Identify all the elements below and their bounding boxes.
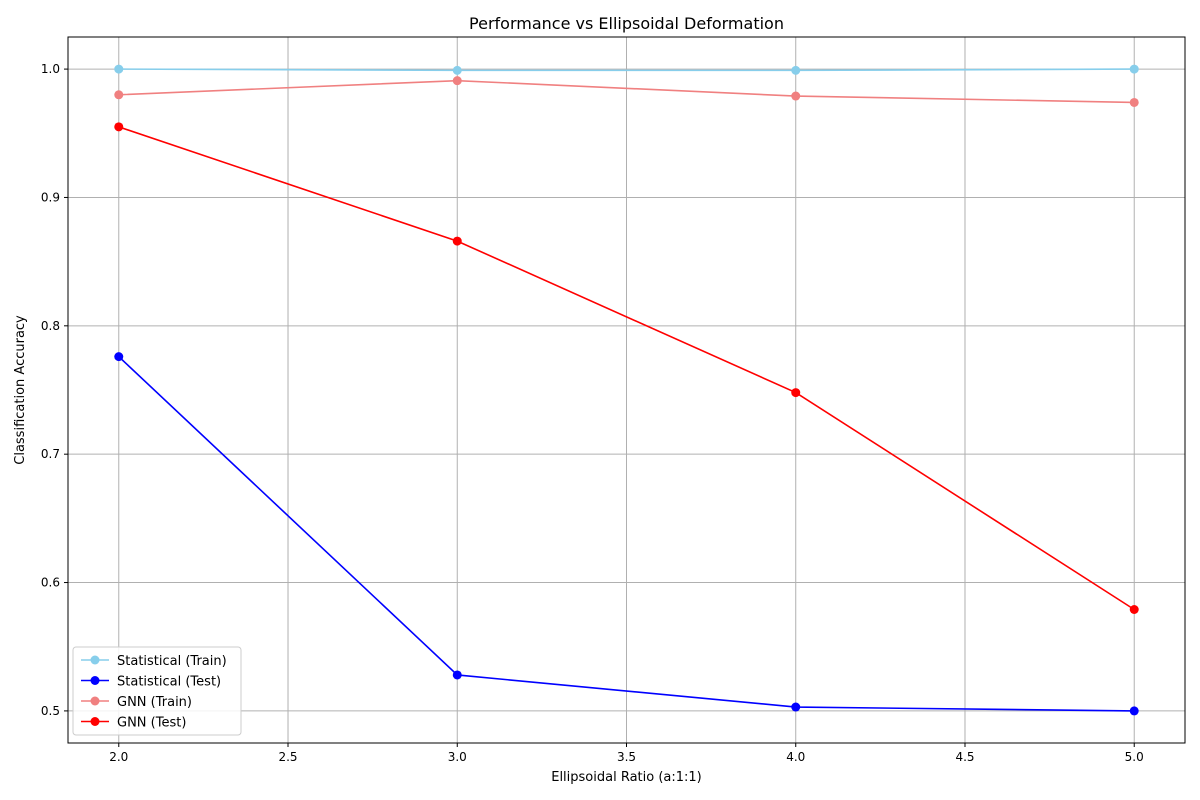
x-tick-label: 2.0 [109, 750, 128, 764]
legend-item: Statistical (Train) [81, 654, 227, 669]
x-tick-label: 3.5 [617, 750, 636, 764]
data-point [1129, 64, 1139, 74]
legend-label: Statistical (Train) [117, 654, 227, 669]
data-point [791, 702, 801, 712]
x-tick-label: 4.0 [786, 750, 805, 764]
grid-lines [68, 37, 1185, 743]
series-3 [114, 122, 1139, 615]
x-axis-label: Ellipsoidal Ratio (a:1:1) [551, 770, 702, 785]
legend-box [72, 646, 242, 736]
x-tick-label: 5.0 [1125, 750, 1144, 764]
y-tick-label: 1.0 [41, 62, 60, 76]
series-line [118, 79, 1135, 104]
legend-marker [90, 717, 100, 726]
legend: Statistical (Train) Statistical (Test) GNN… [72, 646, 242, 736]
data-point [114, 90, 124, 100]
legend-label: Statistical (Test) [117, 675, 221, 690]
data-point [791, 388, 801, 398]
data-point [114, 122, 124, 132]
series-0 [114, 64, 1139, 75]
x-tick-label: 2.5 [278, 750, 297, 764]
y-tick-label: 0.9 [41, 190, 60, 204]
data-point [452, 76, 462, 86]
y-axis-label: Classification Accuracy [13, 315, 28, 465]
legend-marker [90, 676, 100, 685]
legend-label: GNN (Test) [117, 716, 186, 731]
series-layer [114, 64, 1139, 716]
data-point [114, 64, 124, 74]
y-tick-label: 0.6 [41, 576, 60, 590]
legend-marker [90, 655, 100, 665]
data-point [114, 352, 124, 362]
series-1 [114, 352, 1139, 716]
data-point [452, 65, 462, 75]
data-point [791, 91, 801, 101]
series-line [118, 68, 1135, 72]
series-2 [114, 76, 1139, 107]
y-tick-label: 0.8 [41, 319, 60, 333]
data-point [1129, 97, 1139, 107]
legend-label: GNN (Train) [117, 695, 192, 710]
y-tick-label: 0.7 [41, 447, 60, 461]
legend-item: GNN (Test) [81, 716, 186, 731]
tick-layer: 2.0 2.5 3.0 3.5 4.0 4.5 5.0 0.5 0.6 0.7 0.8 0.9 1.0 [41, 62, 1144, 764]
data-point [452, 236, 462, 246]
legend-item: GNN (Train) [81, 695, 192, 710]
data-point [791, 65, 801, 75]
legend-marker [90, 696, 100, 706]
y-tick-label: 0.5 [41, 704, 60, 718]
data-point [1129, 706, 1139, 716]
legend-item: Statistical (Test) [81, 675, 221, 690]
x-tick-label: 4.5 [955, 750, 974, 764]
data-point [452, 670, 462, 680]
series-line [118, 356, 1135, 712]
x-tick-label: 3.0 [448, 750, 467, 764]
data-point [1129, 605, 1139, 615]
chart-title: Performance vs Ellipsoidal Deformation [469, 14, 784, 33]
series-line [118, 126, 1135, 611]
